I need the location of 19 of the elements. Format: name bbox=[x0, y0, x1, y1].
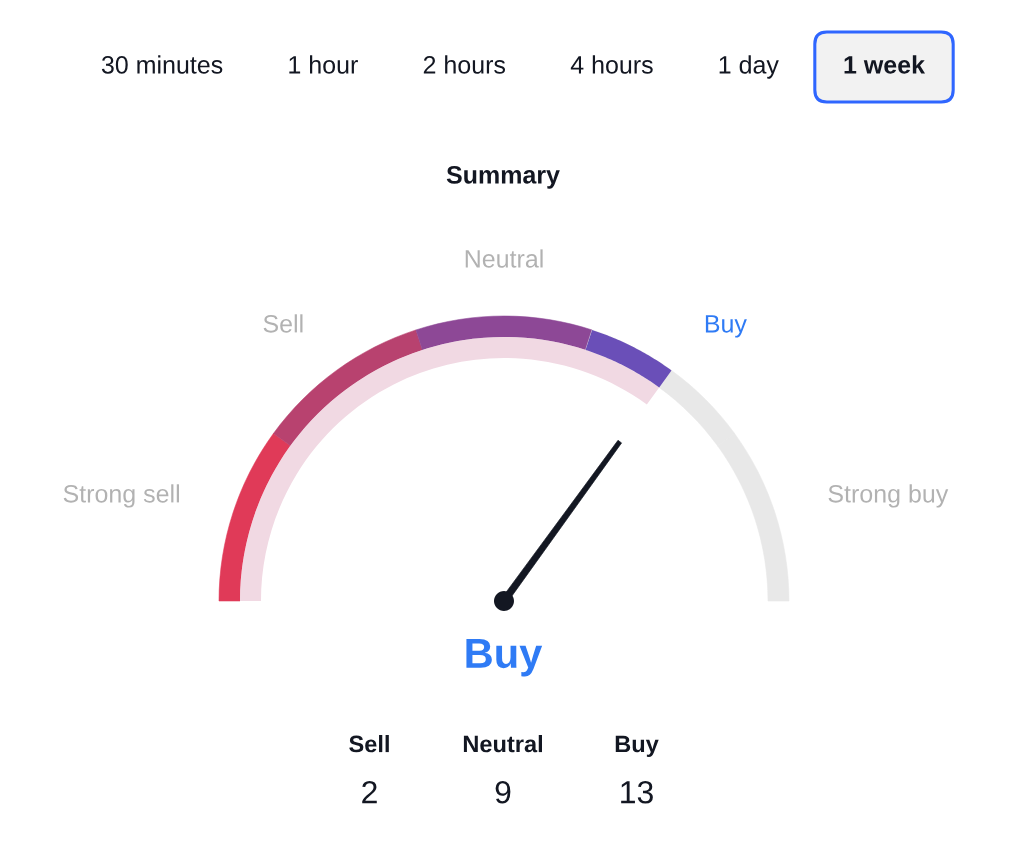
slice-label: Strong sell bbox=[63, 484, 179, 508]
category-label: 30 minutes bbox=[101, 55, 223, 74]
data-label: 2 bbox=[362, 780, 377, 804]
text: Buy bbox=[466, 639, 543, 677]
slice-label: Sell bbox=[263, 314, 303, 333]
data-label: 13 bbox=[621, 780, 653, 804]
slice-label: Neutral bbox=[465, 249, 543, 268]
category-label: 4 hours bbox=[570, 55, 653, 74]
slice-label: Buy bbox=[705, 315, 747, 338]
category-label: Neutral bbox=[463, 734, 542, 753]
category-label: 1 week bbox=[844, 55, 926, 74]
category-label: Buy bbox=[615, 735, 659, 758]
category-label: 1 hour bbox=[289, 55, 358, 74]
category-label: 1 day bbox=[719, 55, 779, 79]
chart-title: Summary bbox=[446, 166, 560, 189]
data-label: 9 bbox=[495, 780, 511, 804]
category-label: 2 hours bbox=[423, 55, 506, 74]
category-label: Sell bbox=[349, 734, 389, 753]
slice-label: Strong buy bbox=[828, 484, 949, 508]
